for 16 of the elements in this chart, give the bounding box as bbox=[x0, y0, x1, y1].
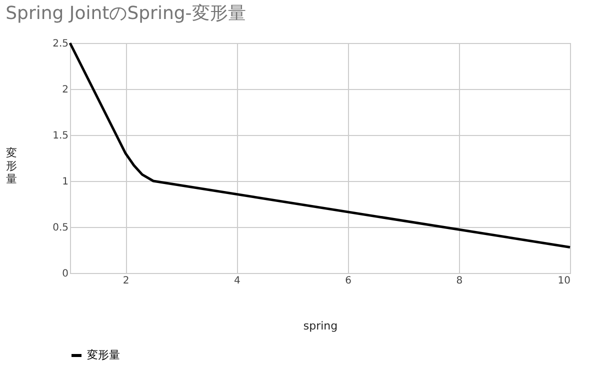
y-axis-title: 変形量 bbox=[6, 146, 18, 186]
line-series bbox=[68, 42, 572, 248]
y-tick-label: 0 bbox=[62, 268, 68, 280]
x-tick-label: 2 bbox=[122, 276, 130, 286]
y-tick-label: 0.5 bbox=[52, 222, 68, 234]
x-tick-label: 6 bbox=[345, 276, 352, 286]
y-tick-label: 2 bbox=[62, 84, 68, 96]
y-tick-label: 2.5 bbox=[52, 38, 68, 50]
x-tick-label: 10 bbox=[558, 276, 570, 286]
x-axis-title: spring bbox=[303, 320, 338, 332]
legend-label: 変形量 bbox=[87, 348, 120, 362]
chart-title: Spring JointのSpring-変形量 bbox=[6, 3, 246, 24]
y-tick-label: 1 bbox=[62, 176, 68, 188]
y-tick-label: 1.5 bbox=[52, 130, 68, 142]
x-tick-label: 8 bbox=[456, 276, 463, 286]
x-tick-label: 4 bbox=[234, 276, 240, 286]
